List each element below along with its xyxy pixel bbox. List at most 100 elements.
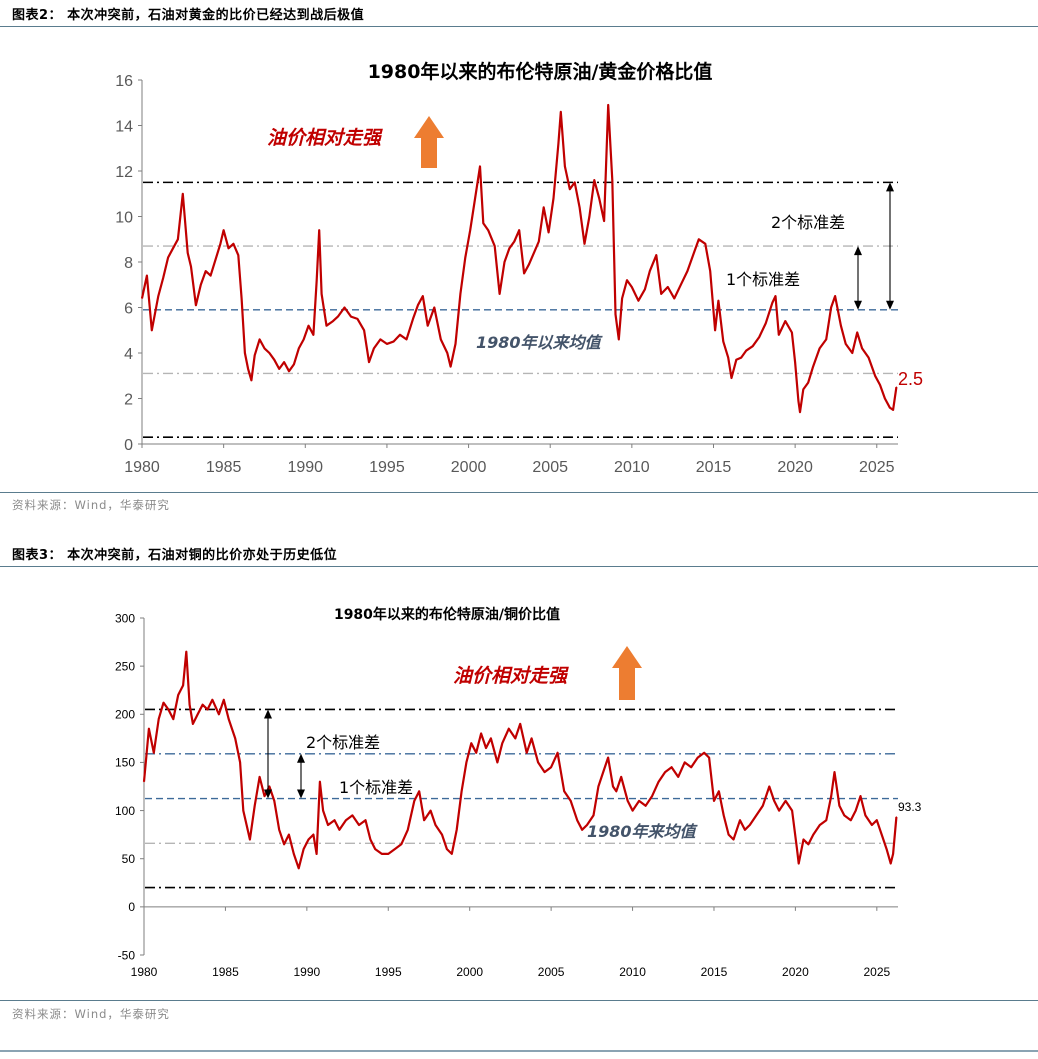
series-point: [677, 776, 679, 778]
series-point: [268, 352, 270, 354]
series-point: [254, 805, 256, 807]
series-point: [812, 834, 814, 836]
series-point: [223, 699, 225, 701]
series-point: [153, 752, 155, 754]
x-tick-label: 2005: [532, 459, 568, 476]
series-point: [709, 270, 711, 272]
series-point: [322, 810, 324, 812]
series-point: [807, 843, 810, 845]
series-point: [234, 737, 236, 740]
series-point: [316, 279, 318, 281]
up-arrow-icon: [414, 116, 444, 168]
series-point: [189, 704, 191, 706]
series-point: [881, 834, 883, 836]
series-point: [172, 718, 174, 720]
x-tick-label: 1985: [212, 965, 239, 979]
series-point: [876, 819, 878, 821]
series-point: [843, 814, 845, 817]
series-point: [825, 338, 827, 340]
series-point: [474, 197, 476, 199]
source-note-2: 资料来源：Wind，华泰研究: [12, 1007, 170, 1021]
series-point: [263, 795, 266, 797]
series-point: [259, 338, 261, 340]
series-point: [713, 800, 715, 802]
y-tick-label: 150: [115, 756, 135, 770]
chart-title: 1980年以来的布伦特原油/铜价比值: [334, 606, 560, 623]
series-point: [446, 352, 448, 354]
series-point: [268, 785, 270, 788]
series-point: [548, 231, 550, 233]
series-point: [413, 800, 415, 802]
series-point: [187, 252, 189, 254]
x-tick-label: 2015: [696, 459, 732, 476]
series-point: [210, 275, 212, 277]
arrowhead-icon: [886, 300, 894, 310]
series-point: [232, 243, 234, 245]
series-point: [533, 252, 535, 254]
series-point: [333, 819, 336, 821]
series-point: [603, 220, 605, 222]
series-point: [441, 834, 443, 836]
series-point: [148, 728, 150, 730]
series-point: [190, 266, 192, 268]
arrowhead-icon: [264, 709, 272, 719]
series-point: [684, 761, 686, 764]
y-tick-label: 16: [115, 73, 133, 90]
series-point: [564, 165, 566, 167]
series-point: [560, 111, 562, 113]
series-point: [570, 800, 572, 802]
series-point: [475, 752, 477, 754]
series-point: [427, 325, 429, 327]
series-point: [399, 334, 401, 336]
figure-header-1: 图表2： 本次冲突前，石油对黄金的比价已经达到战后极值: [0, 0, 1038, 27]
series-point: [658, 781, 660, 783]
series-point: [162, 702, 165, 704]
series-point: [508, 247, 510, 249]
series-point: [749, 824, 751, 826]
series-point: [834, 295, 836, 297]
y-tick-label: 10: [115, 209, 133, 226]
series-point: [185, 651, 187, 653]
series-point: [771, 302, 773, 304]
series-point: [838, 805, 841, 807]
series-point: [374, 848, 376, 850]
series-point: [744, 829, 746, 831]
series-point: [851, 352, 853, 354]
series-point: [263, 347, 266, 349]
series-point: [205, 270, 207, 272]
series-point: [325, 325, 328, 327]
series-point: [519, 723, 521, 725]
series-point: [645, 805, 647, 807]
series-point: [597, 785, 600, 788]
series-point: [690, 766, 692, 768]
series-point: [722, 341, 724, 343]
series-point: [890, 862, 892, 865]
series-point: [288, 370, 290, 372]
y-tick-label: 14: [115, 118, 133, 135]
y-tick-label: 0: [128, 900, 135, 914]
series-point: [278, 368, 280, 370]
series-point: [796, 848, 798, 850]
series-point: [456, 829, 458, 831]
series-point: [752, 345, 754, 347]
y-tick-label: 0: [124, 437, 133, 454]
series-point: [373, 347, 375, 349]
series-point: [718, 790, 720, 792]
series-point: [195, 304, 197, 306]
series-point: [151, 329, 153, 331]
series-point: [146, 275, 148, 277]
series-point: [464, 256, 466, 259]
arrowhead-icon: [854, 300, 862, 310]
series-point: [392, 341, 395, 343]
series-point: [307, 838, 310, 841]
oil-copper-ratio-chart: -50 0 50 100 150 200 250 300 1980 1985 1990 1995 200…: [115, 606, 922, 979]
series-point: [830, 795, 832, 797]
series-point: [381, 853, 383, 855]
series-point: [592, 814, 595, 817]
series-point: [494, 245, 496, 247]
series-point: [368, 361, 370, 363]
series-point: [755, 814, 757, 817]
series-point: [321, 293, 323, 295]
x-tick-label: 2020: [777, 459, 813, 476]
arrowhead-icon: [297, 789, 305, 799]
